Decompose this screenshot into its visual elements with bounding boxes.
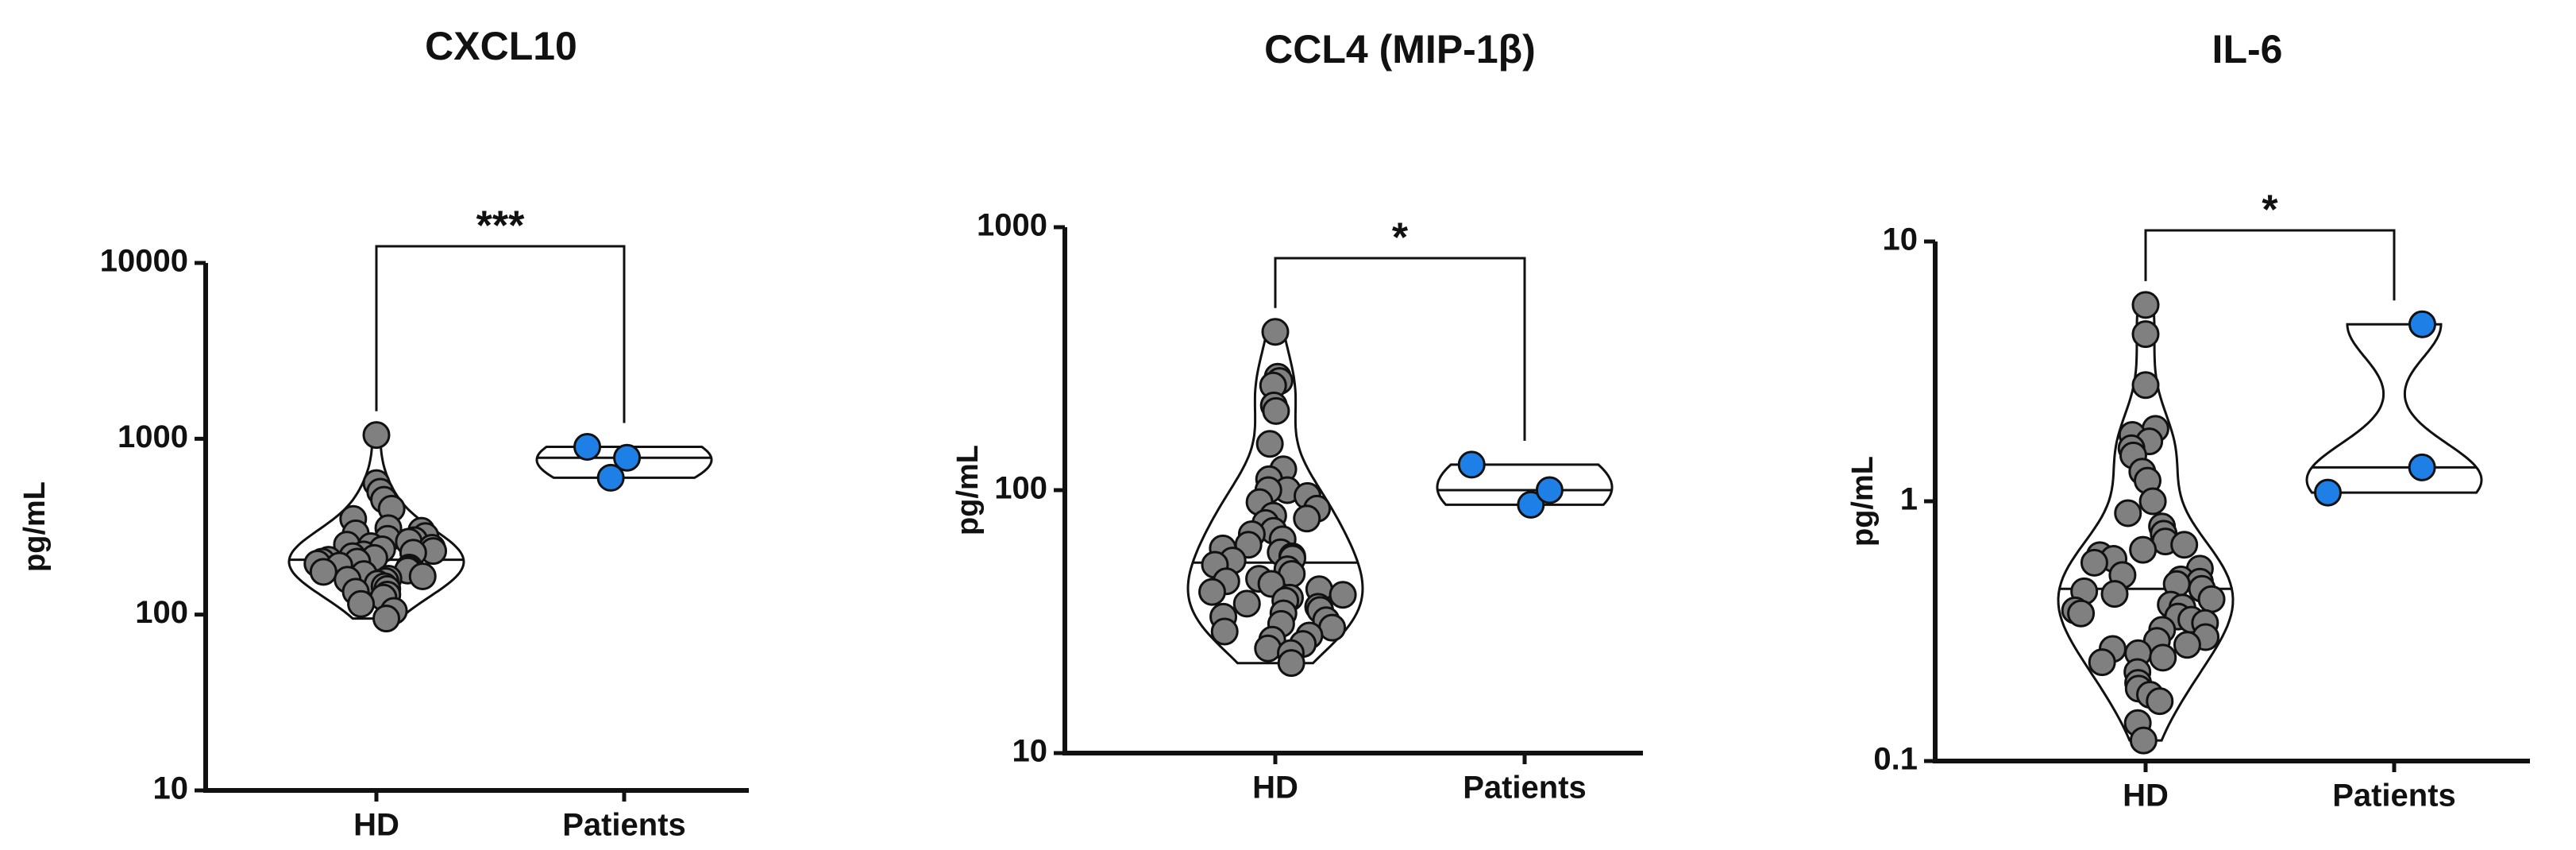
y-tick-label: 1: [1900, 482, 1918, 517]
significance-label: ***: [476, 203, 525, 249]
y-tick-label: 100: [135, 595, 188, 630]
y-axis-label: pg/mL: [1846, 456, 1880, 547]
y-axis-label: pg/mL: [18, 481, 52, 572]
data-point: [2408, 310, 2436, 338]
chart-title: CXCL10: [425, 24, 577, 68]
data-point: [1232, 589, 1261, 618]
data-point: [309, 558, 337, 586]
data-point: [2129, 535, 2158, 564]
data-point: [1457, 450, 1486, 479]
data-point: [2131, 371, 2160, 400]
significance-bracket: [1274, 257, 1526, 441]
data-point: [1328, 581, 1357, 609]
data-point: [613, 443, 642, 472]
data-point: [408, 562, 437, 591]
data-point: [1262, 396, 1290, 425]
data-point: [2170, 531, 2199, 559]
significance-label: *: [2262, 187, 2278, 234]
data-point: [2314, 478, 2343, 507]
y-tick-label: 10: [1012, 734, 1048, 769]
data-point: [1255, 430, 1284, 458]
significance-label: *: [1392, 215, 1409, 261]
significance-bracket: [2144, 229, 2396, 301]
data-point: [1261, 318, 1290, 346]
data-point: [1277, 649, 1305, 678]
data-point: [2173, 631, 2201, 659]
data-point: [2138, 487, 2167, 516]
data-point: [1293, 504, 1321, 533]
data-point: [2088, 648, 2116, 677]
data-point: [1210, 617, 1239, 646]
data-point: [596, 463, 625, 492]
x-tick-label: HD: [2123, 779, 2169, 813]
data-point: [1535, 476, 1564, 504]
chart-title: IL-6: [2212, 27, 2283, 71]
y-tick-label: 0.1: [1873, 742, 1918, 777]
data-point: [1517, 490, 1545, 519]
data-point: [362, 421, 391, 450]
x-tick-label: Patients: [1463, 771, 1587, 806]
data-point: [347, 589, 376, 618]
data-point: [1254, 634, 1282, 663]
y-tick-label: 10000: [100, 244, 188, 279]
data-point: [1198, 578, 1227, 606]
chart-title: CCL4 (MIP-1β): [1264, 27, 1536, 71]
data-point: [2149, 643, 2177, 672]
data-point: [2129, 726, 2158, 755]
data-point: [372, 605, 401, 633]
y-tick-label: 1000: [118, 419, 188, 454]
x-tick-label: HD: [353, 808, 399, 843]
data-point: [2146, 687, 2174, 716]
data-point: [1318, 613, 1347, 642]
data-point: [2067, 599, 2096, 628]
y-tick-label: 10: [153, 771, 189, 806]
x-tick-label: Patients: [2332, 779, 2456, 813]
significance-bracket: [375, 245, 626, 423]
violin: [2305, 323, 2483, 494]
data-point: [573, 432, 602, 461]
data-point: [2131, 291, 2160, 319]
data-point: [2080, 548, 2108, 577]
data-point: [2100, 580, 2129, 609]
y-tick-label: 10: [1883, 222, 1919, 257]
y-axis-label: pg/mL: [951, 445, 985, 535]
x-tick-label: HD: [1252, 771, 1298, 806]
data-point: [2114, 499, 2142, 527]
data-point: [2197, 585, 2226, 613]
data-point: [2408, 453, 2436, 481]
data-point: [2131, 320, 2160, 349]
y-tick-label: 100: [994, 471, 1047, 506]
x-tick-label: Patients: [562, 808, 686, 843]
y-tick-label: 1000: [977, 208, 1047, 243]
